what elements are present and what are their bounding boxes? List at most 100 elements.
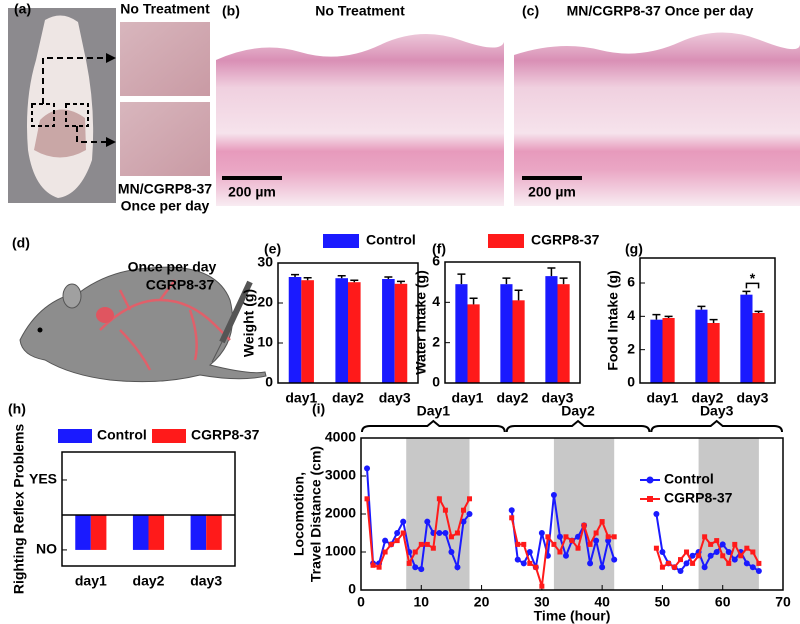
y-axis-label: Locomotion, <box>291 472 307 556</box>
bar <box>335 278 348 383</box>
image-title: No Treatment <box>315 3 405 19</box>
legend-marker <box>646 476 654 484</box>
dark-period <box>553 438 615 590</box>
panel-b: (b) No Treatment 200 µm <box>216 3 504 206</box>
marker <box>364 496 370 502</box>
marker <box>689 552 696 559</box>
marker <box>508 507 515 514</box>
y-tick-label: 2 <box>627 340 635 356</box>
histology-image <box>216 24 504 206</box>
bar <box>695 309 708 383</box>
x-tick-label: 40 <box>594 594 610 610</box>
marker <box>466 511 473 517</box>
error-bar <box>350 279 359 283</box>
day-bracket <box>650 419 783 433</box>
marker <box>708 541 714 547</box>
histology-image <box>514 24 800 206</box>
error-bar <box>559 277 568 285</box>
error-bar <box>709 318 718 323</box>
plot-frame <box>444 261 581 384</box>
marker <box>418 541 424 547</box>
x-tick-label: day1 <box>452 390 484 406</box>
marker <box>593 530 599 536</box>
legend-label: CGRP8-37 <box>191 427 260 443</box>
scale-label: 200 µm <box>528 184 576 200</box>
marker <box>448 549 455 555</box>
day-bracket <box>361 419 506 433</box>
significance-bracket <box>745 282 760 289</box>
plot-frame <box>61 451 236 567</box>
roi-box <box>65 103 89 127</box>
marker <box>364 465 371 472</box>
bar <box>382 279 395 383</box>
skin-image <box>120 102 210 176</box>
marker <box>394 538 400 544</box>
legend-label: CGRP8-37 <box>664 490 733 506</box>
bar <box>707 323 720 383</box>
marker <box>665 560 671 566</box>
bar <box>132 514 149 550</box>
error-bar <box>457 273 466 285</box>
y-tick-label: 0 <box>627 374 635 390</box>
x-tick-label: day1 <box>285 390 317 406</box>
x-tick-label: 60 <box>715 594 731 610</box>
needle <box>211 341 223 363</box>
marker <box>424 518 431 525</box>
marker <box>731 556 738 563</box>
image-caption: Once per day <box>121 198 210 214</box>
x-axis-label: Time (hour) <box>534 608 611 624</box>
marker <box>557 549 563 555</box>
organ <box>96 307 114 323</box>
bar <box>206 514 222 550</box>
legend-label: Control <box>664 471 714 487</box>
day-bracket <box>505 419 651 433</box>
bar <box>75 514 91 550</box>
x-tick-label: day2 <box>692 390 724 406</box>
skin-image <box>120 22 210 96</box>
marker <box>725 549 732 555</box>
marker <box>605 534 611 540</box>
shaved-skin <box>34 109 86 158</box>
y-tick-label: 3000 <box>325 467 356 483</box>
y-tick-label: 0 <box>348 581 356 597</box>
y-tick-label: NO <box>36 541 57 557</box>
marker <box>527 560 533 566</box>
vessels <box>99 279 231 371</box>
marker <box>575 545 581 551</box>
marker <box>755 568 762 574</box>
x-tick-label: 70 <box>775 594 791 610</box>
marker <box>569 538 575 544</box>
marker <box>539 583 545 589</box>
marker <box>593 537 600 544</box>
mouse-drawing <box>19 266 267 383</box>
marker <box>696 553 702 559</box>
error-bar <box>514 289 523 301</box>
bar <box>455 284 468 383</box>
marker <box>587 541 593 547</box>
x-tick-label: day3 <box>190 573 222 589</box>
marker <box>515 541 521 547</box>
x-tick-label: 50 <box>655 594 671 610</box>
marker <box>744 545 750 551</box>
marker <box>550 492 557 498</box>
y-tick-label: 4 <box>432 293 440 309</box>
plot-frame <box>639 257 776 384</box>
panel-label: (d) <box>12 235 30 251</box>
y-tick-label: 20 <box>257 294 273 310</box>
legend: Control CGRP8-37 <box>323 232 600 248</box>
marker <box>587 560 594 567</box>
y-tick-label: 30 <box>257 254 273 270</box>
bar <box>545 276 558 383</box>
bar <box>394 283 408 383</box>
y-tick-label: 6 <box>627 274 635 290</box>
x-tick-label: 0 <box>357 594 365 610</box>
bar <box>650 319 663 383</box>
legend-swatch <box>152 429 186 443</box>
marker <box>382 549 388 555</box>
marker <box>707 552 714 559</box>
marker <box>520 560 527 567</box>
x-tick-label: day3 <box>379 390 411 406</box>
background <box>216 24 504 60</box>
y-tick-label: 6 <box>432 253 440 269</box>
panel-label: (h) <box>8 401 26 417</box>
